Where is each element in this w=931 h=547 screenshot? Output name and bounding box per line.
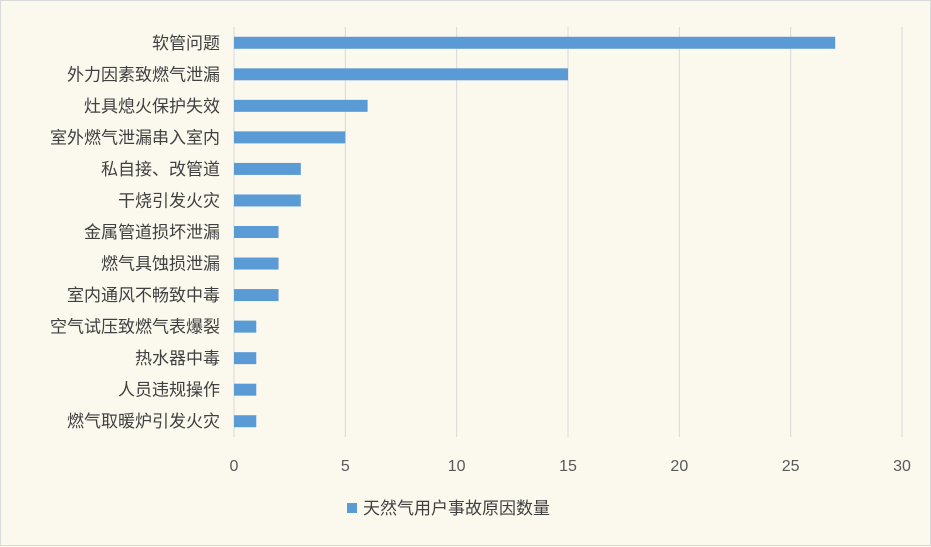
- x-tick-label: 10: [448, 458, 466, 475]
- x-tick-label: 0: [230, 458, 239, 475]
- bar: [234, 162, 301, 175]
- x-axis-tick-labels: 0 5 10 15 20 25 30: [230, 458, 911, 475]
- gridlines: [233, 27, 903, 437]
- bar: [234, 99, 368, 112]
- category-label: 燃气取暖炉引发火灾: [67, 412, 220, 432]
- category-label: 空气试压致燃气表爆裂: [50, 318, 220, 338]
- bar: [234, 257, 279, 270]
- bar: [234, 194, 301, 207]
- category-label: 私自接、改管道: [101, 160, 220, 180]
- category-labels: 软管问题外力因素致燃气泄漏灶具熄火保护失效室外燃气泄漏串入室内私自接、改管道干烧…: [50, 34, 220, 432]
- legend-label: 天然气用户事故原因数量: [363, 499, 550, 519]
- x-tick-label: 20: [670, 458, 688, 475]
- legend-swatch: [347, 503, 357, 513]
- x-tick-label: 15: [559, 458, 577, 475]
- category-label: 人员违规操作: [118, 381, 220, 401]
- bar: [234, 415, 257, 428]
- bar: [234, 320, 257, 333]
- category-label: 干烧引发火灾: [118, 191, 220, 211]
- bar: [234, 68, 568, 81]
- bars: [234, 36, 836, 428]
- x-tick-label: 5: [341, 458, 350, 475]
- category-label: 燃气具蚀损泄漏: [101, 255, 220, 275]
- category-label: 金属管道损坏泄漏: [84, 223, 220, 243]
- category-label: 室外燃气泄漏串入室内: [50, 128, 220, 148]
- bar: [234, 36, 836, 49]
- bar: [234, 131, 346, 144]
- legend: 天然气用户事故原因数量: [347, 499, 550, 519]
- x-tick-label: 30: [893, 458, 911, 475]
- bar: [234, 226, 279, 238]
- category-label: 外力因素致燃气泄漏: [67, 65, 220, 85]
- category-label: 灶具熄火保护失效: [84, 97, 220, 117]
- bar: [234, 383, 257, 396]
- x-tick-label: 25: [782, 458, 800, 475]
- bar: [234, 352, 257, 365]
- category-label: 室内通风不畅致中毒: [67, 286, 220, 306]
- bar: [234, 289, 279, 302]
- category-label: 热水器中毒: [135, 349, 220, 369]
- category-label: 软管问题: [152, 34, 220, 54]
